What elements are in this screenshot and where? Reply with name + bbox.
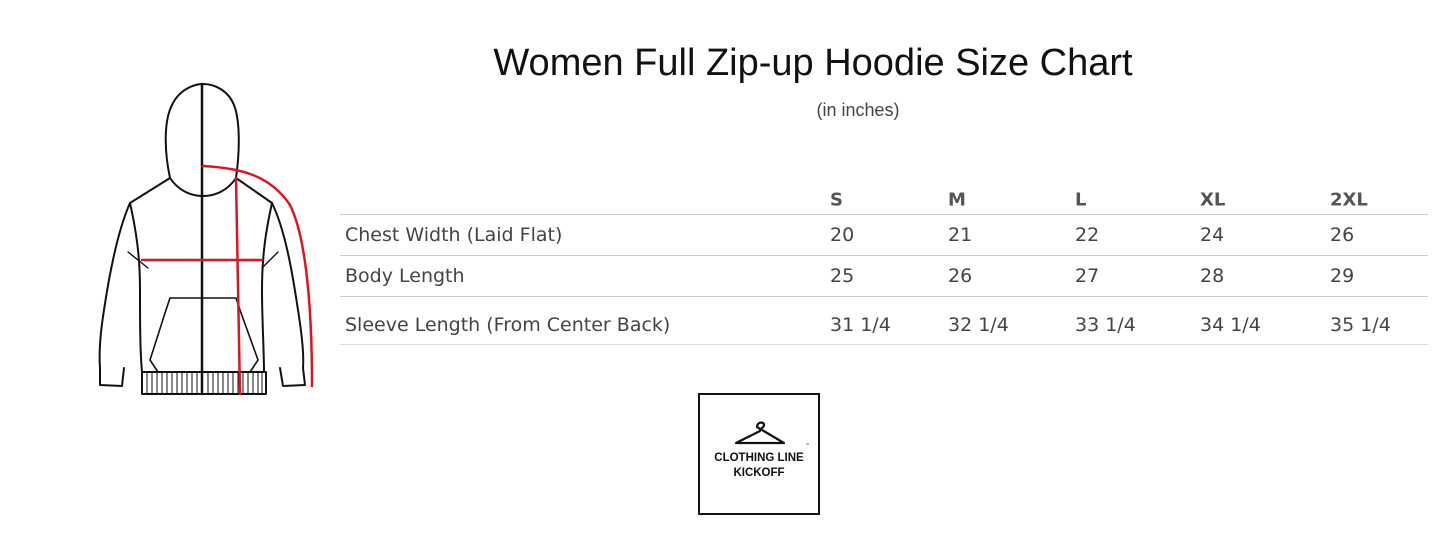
trademark-symbol: ™ [805, 443, 810, 449]
table-cell: 25 [830, 265, 855, 287]
table-cell: 33 1/4 [1075, 314, 1136, 336]
brand-logo: ™ CLOTHING LINE KICKOFF [698, 393, 820, 515]
table-cell: 27 [1075, 265, 1100, 287]
table-cell: 34 1/4 [1200, 314, 1261, 336]
column-header-s: S [830, 189, 843, 211]
logo-text-line1: CLOTHING LINE [714, 452, 804, 464]
table-row: Body Length 25 26 27 28 29 [340, 256, 1428, 297]
table-header-row: S M L XL 2XL [340, 180, 1428, 215]
page-title: Women Full Zip-up Hoodie Size Chart [493, 42, 1133, 84]
table-cell: 32 1/4 [948, 314, 1009, 336]
row-label: Sleeve Length (From Center Back) [345, 314, 671, 336]
table-cell: 31 1/4 [830, 314, 891, 336]
table-cell: 22 [1075, 224, 1100, 246]
table-cell: 26 [948, 265, 973, 287]
size-chart-table: S M L XL 2XL Chest Width (Laid Flat) 20 … [340, 180, 1428, 345]
row-label: Body Length [345, 265, 465, 287]
column-header-2xl: 2XL [1330, 189, 1368, 211]
table-cell: 24 [1200, 224, 1225, 246]
hoodie-measurement-diagram [98, 82, 314, 396]
table-row: Chest Width (Laid Flat) 20 21 22 24 26 [340, 215, 1428, 256]
table-row: Sleeve Length (From Center Back) 31 1/4 … [340, 297, 1428, 345]
logo-text-line2: KICKOFF [733, 467, 785, 479]
table-cell: 29 [1330, 265, 1355, 287]
table-cell: 21 [948, 224, 973, 246]
table-cell: 26 [1330, 224, 1355, 246]
table-cell: 20 [830, 224, 855, 246]
column-header-l: L [1075, 189, 1087, 211]
table-cell: 35 1/4 [1330, 314, 1391, 336]
row-label: Chest Width (Laid Flat) [345, 224, 563, 246]
table-cell: 28 [1200, 265, 1225, 287]
unit-subtitle: (in inches) [816, 100, 900, 120]
column-header-m: M [948, 189, 966, 211]
hanger-icon [734, 421, 786, 445]
column-header-xl: XL [1200, 189, 1226, 211]
